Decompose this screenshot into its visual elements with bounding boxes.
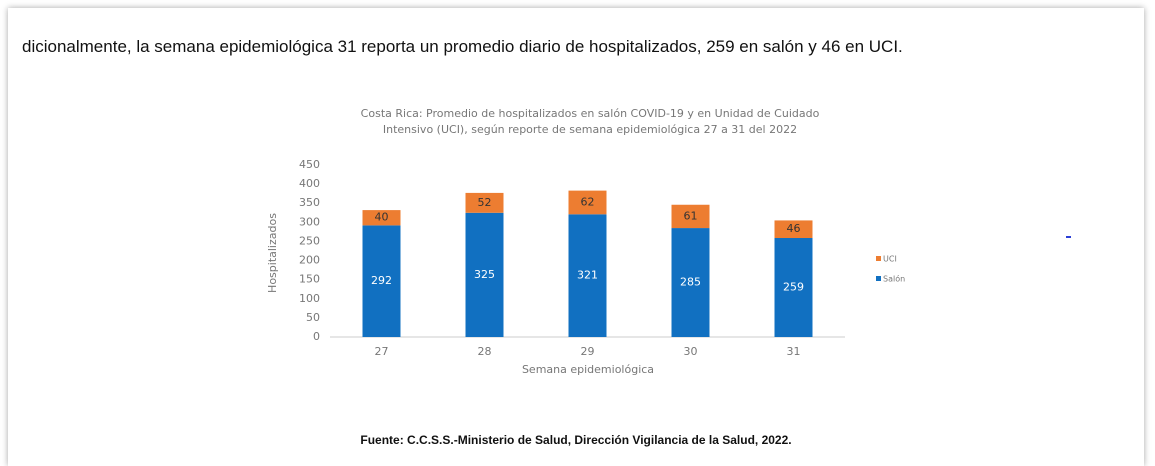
bar-segment (774, 238, 813, 337)
data-label: 61 (684, 209, 698, 222)
x-tick-label: 28 (478, 345, 492, 358)
chart-title: Costa Rica: Promedio de hospitalizados e… (361, 107, 820, 120)
legend-swatch (876, 276, 881, 281)
y-tick-label: 200 (299, 254, 320, 267)
data-label: 259 (783, 281, 804, 294)
data-label: 285 (680, 276, 701, 289)
bar-segment (671, 228, 710, 337)
bar-segment (362, 225, 401, 337)
x-axis-title: Semana epidemiológica (522, 363, 654, 376)
data-label: 46 (787, 222, 801, 235)
y-axis-title: Hospitalizados (266, 213, 279, 293)
bar-segment (568, 214, 607, 337)
legend-label: Salón (883, 274, 905, 284)
data-label: 321 (577, 269, 598, 282)
x-tick-label: 30 (684, 345, 698, 358)
y-tick-label: 350 (299, 196, 320, 209)
source: Fuente: C.C.S.S.-Ministerio de Salud, Di… (360, 433, 792, 447)
y-tick-label: 450 (299, 158, 320, 171)
chart-title: Intensivo (UCI), según reporte de semana… (383, 123, 797, 136)
bar-segment (671, 204, 710, 229)
x-tick-label: 29 (581, 345, 595, 358)
data-label: 325 (474, 268, 495, 281)
x-tick-label: 31 (787, 345, 801, 358)
data-label: 292 (371, 274, 392, 287)
data-label: 62 (581, 195, 595, 208)
y-tick-label: 50 (306, 311, 320, 324)
bar-segment (465, 192, 504, 213)
y-tick-label: 250 (299, 234, 320, 247)
bar-segment (362, 210, 401, 226)
y-tick-label: 0 (313, 330, 320, 343)
bar-segment (568, 190, 607, 215)
mark-dash (1066, 236, 1071, 238)
data-label: 52 (478, 196, 492, 209)
legend-label: UCI (883, 255, 897, 264)
y-tick-label: 150 (299, 273, 320, 286)
x-tick-label: 27 (375, 345, 389, 358)
data-label: 40 (375, 211, 389, 224)
chart: Costa Rica: Promedio de hospitalizados e… (266, 107, 1071, 376)
y-tick-label: 100 (299, 292, 320, 305)
paragraph: dicionalmente, la semana epidemiológica … (22, 37, 903, 56)
bar-segment (465, 212, 504, 337)
legend-swatch (876, 256, 881, 261)
y-tick-label: 300 (299, 215, 320, 228)
y-tick-label: 400 (299, 177, 320, 190)
page: dicionalmente, la semana epidemiológica … (8, 8, 1144, 466)
bar-segment (774, 220, 813, 239)
